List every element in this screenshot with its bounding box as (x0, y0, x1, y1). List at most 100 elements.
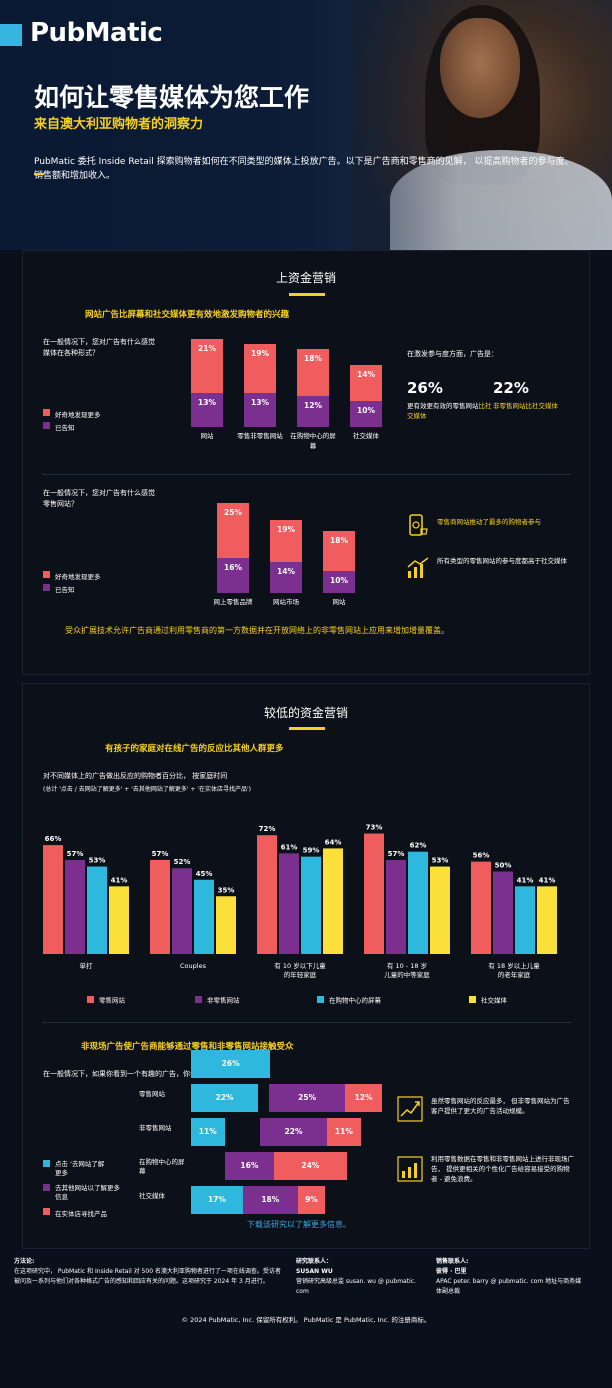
section-upper-funnel: 上资金营销 网站广告比屏幕和社交媒体更有效地激发购物者的兴趣 在一般情况下，您对… (22, 250, 590, 675)
bar-label-informed: 13% (251, 398, 269, 408)
stack-row-label: 在购物中心的屏幕 (139, 1158, 185, 1175)
legend2-red-swatch (43, 571, 50, 578)
bar-label-curious: 19% (277, 525, 295, 535)
stack-row-label: 社交媒体 (139, 1192, 165, 1200)
bar-0-4 (471, 861, 491, 954)
stack-segment (191, 1118, 225, 1146)
bar-value-label: 52% (174, 858, 191, 866)
methodology-text: 在这项研究中， PubMatic 和 Inside Retail 对 500 名… (14, 1268, 281, 1285)
bar-0-1 (150, 859, 170, 954)
stack-segment-label: 9% (305, 1195, 318, 1204)
bar-value-label: 59% (303, 847, 320, 855)
bar-value-label: 41% (111, 876, 128, 884)
section2-subnote: (总计 '点击 / 去网站了解更多' + '去其他网站了解更多' + '在实体店… (43, 786, 252, 793)
bar-value-label: 56% (473, 852, 490, 860)
bar-1-2 (279, 853, 299, 954)
bar-1-1 (172, 868, 192, 954)
chart2-question: 在一般情况下，您对广告有什么感觉零售网站？ (43, 489, 155, 508)
section2-divider (43, 1022, 571, 1023)
research-contact-name: SUSAN WU (296, 1268, 333, 1275)
bar-value-label: 41% (517, 876, 534, 884)
category-label: 网站 (332, 598, 346, 606)
grouped-bar-chart: 66% 57% 53% 41% 单打 57% 52% 45% 35% Couples 72% 61% 5… (43, 824, 557, 1005)
bar-value-label: 53% (432, 857, 449, 865)
category-label: 单打 (80, 961, 94, 970)
bar-informed (350, 401, 382, 427)
research-contact-text[interactable]: 营销研究高级总监 susan. wu @ pubmatic. com (296, 1278, 416, 1295)
stack-segment-label: 16% (240, 1161, 259, 1170)
stack-segment-label: 18% (261, 1195, 280, 1204)
section2-title: 较低的资金营销 (263, 706, 348, 720)
category-label: 网站市场 (273, 598, 299, 606)
bar-label-curious: 18% (304, 354, 322, 363)
insight4: 利用零售数据在零售和非零售网站上进行非现场广告， 提供更相关的个性化广告给容易接… (431, 1155, 574, 1183)
bar-label-informed: 12% (304, 400, 322, 410)
section1-divider (43, 474, 571, 475)
stack-legend-other: 去其他网站以了解更多信息 (55, 1184, 120, 1201)
category-label: 有 18 岁以上儿童 (488, 961, 540, 970)
sales-contact-title: 销售联系人: (436, 1258, 469, 1265)
bar-curious (217, 502, 249, 558)
section-lower-funnel: 较低的资金营销 有孩子的家庭对在线广告的反应比其他人群更多 对不同媒体上的广告做… (22, 683, 590, 1249)
stack-legend-purple (43, 1184, 50, 1191)
legend-purple-swatch (43, 422, 50, 429)
bar-2-1 (194, 879, 214, 954)
bar-label-curious: 25% (224, 507, 242, 517)
insight2: 所有类型的零售网站的参与度都高于社交媒体 (437, 557, 567, 565)
bar-value-label: 61% (281, 843, 298, 851)
bar-label-informed: 10% (330, 576, 348, 585)
download-study-link[interactable]: 下载该研究以了解更多信息。 (247, 1220, 351, 1229)
bar-informed (270, 562, 302, 593)
logo-mark (0, 24, 22, 46)
category-label: 有 10 - 18 岁 (387, 961, 427, 970)
stack-segment (191, 1186, 243, 1214)
legend-swatch (195, 996, 202, 1003)
category-label: 网站 (200, 432, 214, 440)
growth-chart-icon (405, 555, 431, 581)
category-label: Couples (180, 962, 207, 970)
stack-legend-cyan (43, 1160, 50, 1167)
stack-segment (242, 1186, 298, 1214)
stack-segment-label: 22% (215, 1093, 234, 1102)
bar-value-label: 41% (539, 876, 556, 884)
stack-row-label: 零售网站 (139, 1090, 165, 1098)
methodology: 方法论: 在这项研究中， PubMatic 和 Inside Retail 对 … (14, 1257, 284, 1287)
bar-3-3 (430, 866, 450, 954)
hero-overlay (0, 0, 612, 250)
stat1-text: 更有效更有效的零售网站比社交媒体 (407, 402, 492, 420)
section2-headline2: 非现场广告使广告商能够通过零售和非零售网站接触受众 (81, 1042, 294, 1052)
stack-segment-label: 25% (298, 1093, 317, 1102)
stack-legend-red (43, 1208, 50, 1215)
section2-underline (289, 727, 325, 730)
bar-3-0 (109, 886, 129, 954)
category-label: 网上零售品牌 (213, 598, 253, 606)
bar-curious (323, 531, 355, 571)
sales-contact-text[interactable]: APAC peter. barry @ pubmatic. com 地址与商务媒… (436, 1278, 582, 1295)
stack-segment-label: 11% (198, 1127, 217, 1136)
section2-question: 对不同媒体上的广告做出反应的购物者百分比， 按家庭时间 (43, 772, 228, 780)
bar-label-informed: 16% (224, 562, 242, 572)
engagement-lead: 在激发参与度方面，广告是： (407, 350, 498, 358)
bar-label-curious: 14% (357, 369, 375, 379)
stack-segment-label: 17% (207, 1195, 226, 1204)
bar-value-label: 35% (218, 886, 235, 894)
legend-curious: 好奇地发现更多 (55, 411, 101, 419)
bar-value-label: 57% (388, 850, 405, 858)
bar-3-4 (537, 886, 557, 954)
section1-title: 上资金营销 (275, 271, 336, 285)
intro-text: PubMatic 委托 Inside Retail 探索购物者如何在不同类型的媒… (34, 157, 574, 181)
stack-legend-click: 点击 '去网站了解更多 (55, 1160, 105, 1177)
stack-row-label: 非零售网站 (139, 1124, 172, 1132)
legend-red-swatch (43, 409, 50, 416)
bar-label-informed: 10% (357, 406, 375, 415)
category-label: 的老年家庭 (498, 970, 531, 979)
stat2-text: 非零售网站比社交媒体 (493, 402, 558, 410)
legend-swatch (469, 996, 476, 1003)
research-contact-title: 研究联系人： (296, 1258, 333, 1265)
bar-0-3 (364, 833, 384, 954)
legend-label: 非零售网站 (207, 996, 240, 1005)
stack-segment-label: 26% (221, 1059, 240, 1068)
section2-question2: 在一般情况下，如果你看到一个有趣的广告，你会... (43, 1070, 204, 1078)
category-label: 零售非零售网站 (237, 432, 283, 440)
growth-arrow-icon (397, 1096, 423, 1122)
